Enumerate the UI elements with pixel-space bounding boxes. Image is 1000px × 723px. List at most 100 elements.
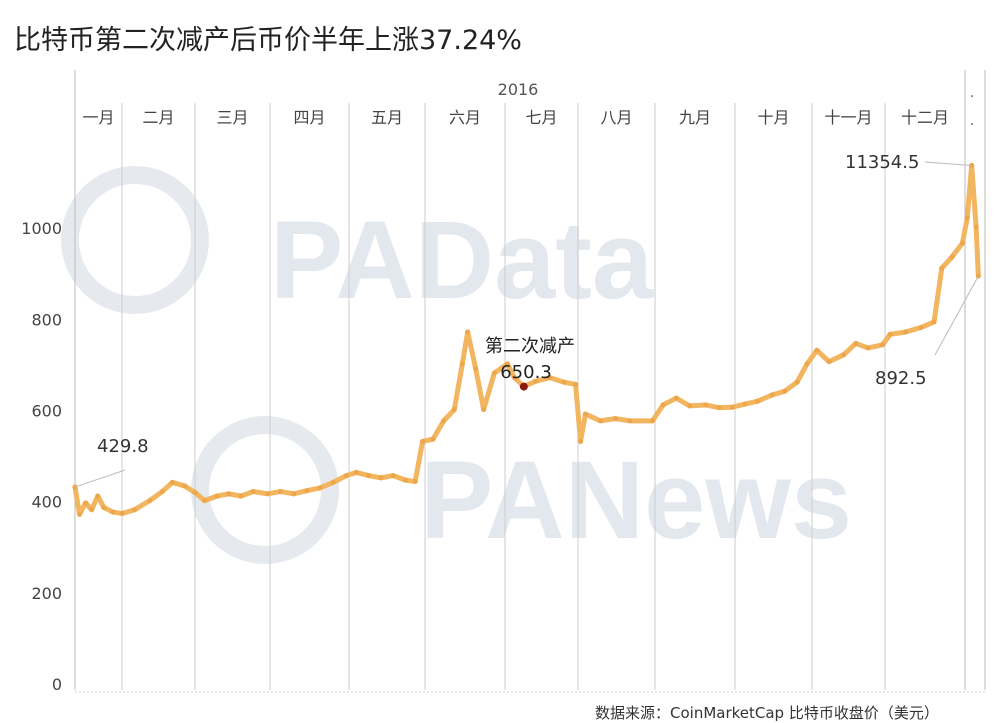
month-label: 十月 xyxy=(757,108,789,127)
data-point xyxy=(132,507,138,513)
month-label: 四月 xyxy=(293,108,325,127)
month-label: 一月 xyxy=(82,108,114,127)
next-year-label: . xyxy=(970,85,974,101)
data-point xyxy=(343,473,349,479)
annotation-leader xyxy=(74,469,126,488)
data-point xyxy=(880,342,886,348)
halving-marker xyxy=(519,382,528,391)
data-point xyxy=(473,365,479,371)
annotation-peak-value: 11354.5 xyxy=(845,152,919,173)
data-point xyxy=(769,392,775,398)
month-label: 六月 xyxy=(449,108,481,127)
data-point xyxy=(95,493,101,499)
data-point xyxy=(673,395,679,401)
data-point xyxy=(865,345,871,351)
data-point xyxy=(353,469,359,475)
data-point xyxy=(202,498,208,504)
month-label: 二月 xyxy=(142,108,174,127)
data-point xyxy=(903,329,909,335)
data-point xyxy=(504,361,510,367)
data-point xyxy=(826,359,832,365)
month-label: 十二月 xyxy=(901,108,949,127)
data-point xyxy=(939,265,945,271)
data-point xyxy=(430,436,436,442)
data-point xyxy=(110,509,116,515)
data-point xyxy=(147,498,153,504)
data-point xyxy=(949,254,955,260)
data-point xyxy=(973,224,979,230)
data-point xyxy=(687,403,693,409)
data-point xyxy=(959,240,965,246)
data-point xyxy=(89,507,95,513)
data-point xyxy=(77,511,83,517)
data-point xyxy=(159,489,165,495)
data-point xyxy=(573,381,579,387)
data-point xyxy=(794,379,800,385)
data-point xyxy=(491,370,497,376)
data-point xyxy=(814,347,820,353)
data-point xyxy=(366,473,372,479)
y-tick-label: 800 xyxy=(31,310,62,329)
data-point xyxy=(716,405,722,411)
data-point xyxy=(459,361,465,367)
data-point xyxy=(451,407,457,412)
next-year-month-label: . xyxy=(970,113,974,129)
data-point xyxy=(703,402,709,408)
data-point xyxy=(853,340,859,346)
data-point xyxy=(378,475,384,481)
data-point xyxy=(420,438,426,444)
data-point xyxy=(238,493,244,499)
data-point xyxy=(931,319,937,325)
data-point xyxy=(887,331,893,337)
data-point xyxy=(226,491,232,497)
data-point xyxy=(304,488,310,494)
data-point xyxy=(83,500,89,506)
data-point xyxy=(782,388,788,394)
month-label: 十一月 xyxy=(824,108,872,127)
data-point xyxy=(627,418,633,424)
month-label: 七月 xyxy=(525,108,557,127)
data-point xyxy=(402,477,408,483)
data-point xyxy=(481,407,487,412)
annotation-halving-value: 650.3 xyxy=(500,362,552,383)
annotation-leader xyxy=(934,275,979,356)
data-point xyxy=(119,510,125,516)
data-point xyxy=(729,404,735,410)
data-point xyxy=(561,379,567,385)
data-point xyxy=(330,479,336,485)
data-source-note: 数据来源：CoinMarketCap 比特币收盘价（美元） xyxy=(595,704,939,722)
data-point xyxy=(754,398,760,404)
data-point xyxy=(214,493,220,499)
y-tick-label: 400 xyxy=(31,493,62,512)
data-point xyxy=(390,473,396,479)
y-tick-label: 0 xyxy=(52,675,62,694)
data-point xyxy=(265,491,271,497)
data-point xyxy=(597,418,603,424)
data-point xyxy=(804,361,810,367)
data-point xyxy=(441,418,447,424)
data-point xyxy=(577,438,583,444)
annotation-start-value: 429.8 xyxy=(97,436,149,457)
data-point xyxy=(841,352,847,358)
data-point xyxy=(964,215,970,221)
data-point xyxy=(182,483,188,489)
data-point xyxy=(918,324,924,330)
watermark-padata: PAData xyxy=(270,199,654,322)
data-point xyxy=(317,485,323,491)
data-point xyxy=(101,505,107,511)
data-point xyxy=(169,479,175,485)
data-point xyxy=(291,491,297,497)
data-point xyxy=(533,378,539,384)
data-point xyxy=(278,489,284,495)
annotation-leader xyxy=(924,161,972,166)
month-label: 八月 xyxy=(600,108,632,127)
data-point xyxy=(511,375,517,381)
month-label: 五月 xyxy=(371,108,403,127)
month-label: 三月 xyxy=(216,108,248,127)
year-label: 2016 xyxy=(498,80,539,99)
y-tick-label: 200 xyxy=(31,584,62,603)
data-point xyxy=(465,329,471,335)
y-tick-label: 600 xyxy=(31,402,62,421)
data-point xyxy=(250,489,256,495)
